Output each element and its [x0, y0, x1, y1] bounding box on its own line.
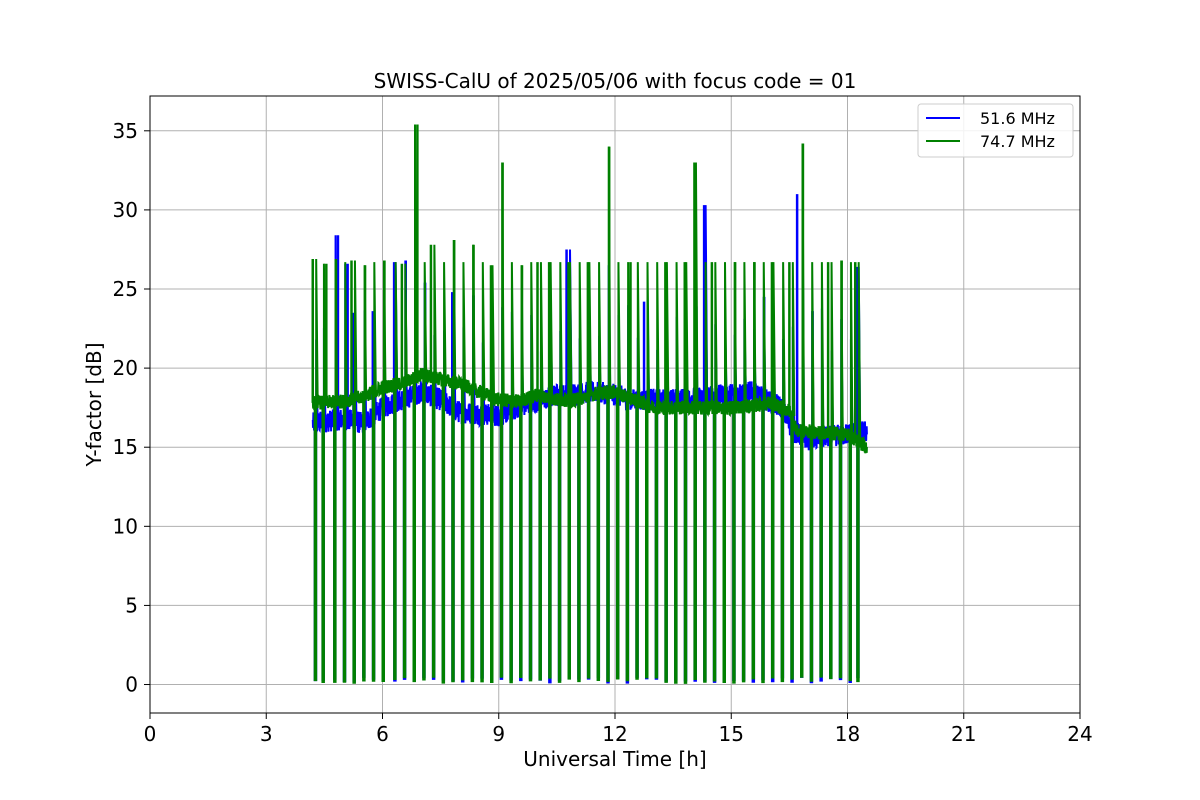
calibration-spike: [703, 262, 709, 683]
calibration-spike: [352, 260, 358, 684]
x-tick-label: 15: [719, 722, 744, 746]
calibration-spike: [538, 262, 544, 681]
calibration-spike: [712, 262, 718, 682]
calibration-spike: [313, 258, 319, 682]
calibration-spike: [780, 262, 786, 683]
ticks: 0 3 6 9 12 15 18 21 24 0 5 10 15 20 25 30 35: [113, 119, 1093, 746]
calibration-spike: [342, 262, 348, 683]
y-tick-label: 35: [113, 119, 138, 143]
calibration-spike: [770, 262, 776, 679]
calibration-spike: [829, 262, 835, 680]
calibration-spike: [596, 262, 602, 682]
calibration-spike: [422, 262, 428, 681]
calibration-spike: [441, 262, 447, 684]
calibration-spike: [761, 262, 767, 684]
calibration-spike: [856, 262, 862, 683]
y-tick-label: 5: [125, 593, 138, 617]
calibration-spike: [567, 262, 573, 680]
series-1: [311, 124, 868, 684]
calibration-spike: [674, 262, 680, 684]
x-tick-label: 6: [376, 722, 389, 746]
calibration-spike: [509, 262, 515, 684]
y-tick-label: 10: [113, 514, 138, 538]
x-tick-label: 3: [260, 722, 273, 746]
legend-label: 74.7 MHz: [980, 132, 1055, 151]
calibration-spike: [683, 262, 689, 684]
y-tick-label: 20: [113, 356, 138, 380]
chart-title: SWISS-CalU of 2025/05/06 with focus code…: [374, 69, 857, 93]
calibration-spike: [393, 262, 399, 681]
calibration-spike: [548, 262, 554, 679]
calibration-spike: [557, 262, 563, 683]
calibration-spike: [809, 262, 815, 682]
calibration-spike: [402, 263, 408, 679]
calibration-spike: [645, 262, 650, 679]
calibration-spike: [693, 162, 699, 681]
calibration-spike: [412, 124, 418, 683]
calibration-spike: [722, 262, 728, 683]
legend: 51.6 MHz 74.7 MHz: [917, 103, 1074, 158]
calibration-spike: [490, 265, 495, 683]
x-tick-label: 9: [492, 722, 505, 746]
calibration-spike: [654, 262, 660, 679]
calibration-spike: [577, 262, 583, 683]
calibration-spike: [625, 262, 631, 682]
calibration-spike: [664, 262, 670, 683]
y-tick-label: 15: [113, 435, 138, 459]
calibration-spike: [321, 263, 327, 683]
calibration-spike: [635, 262, 641, 680]
y-tick-label: 30: [113, 198, 138, 222]
y-axis-label: Y-factor [dB]: [82, 342, 106, 467]
x-tick-label: 0: [144, 722, 157, 746]
x-tick-label: 12: [602, 722, 627, 746]
calibration-spike: [790, 262, 796, 680]
calibration-spike: [615, 262, 621, 680]
calibration-spike: [848, 262, 854, 682]
x-tick-label: 18: [835, 722, 860, 746]
y-tick-label: 0: [125, 673, 138, 697]
series-layer: [311, 124, 868, 684]
calibration-spike: [371, 262, 377, 682]
calibration-spike: [741, 262, 747, 683]
x-axis-label: Universal Time [h]: [523, 747, 706, 771]
x-tick-label: 24: [1067, 722, 1092, 746]
calibration-spike: [819, 262, 825, 678]
y-tick-label: 25: [113, 277, 138, 301]
calibration-spike: [480, 262, 486, 683]
x-tick-label: 21: [951, 722, 976, 746]
calibration-spike: [586, 262, 592, 679]
calibration-spike: [460, 262, 466, 681]
calibration-spike: [431, 244, 437, 678]
legend-label: 51.6 MHz: [980, 109, 1055, 128]
calibration-spike: [528, 262, 534, 682]
